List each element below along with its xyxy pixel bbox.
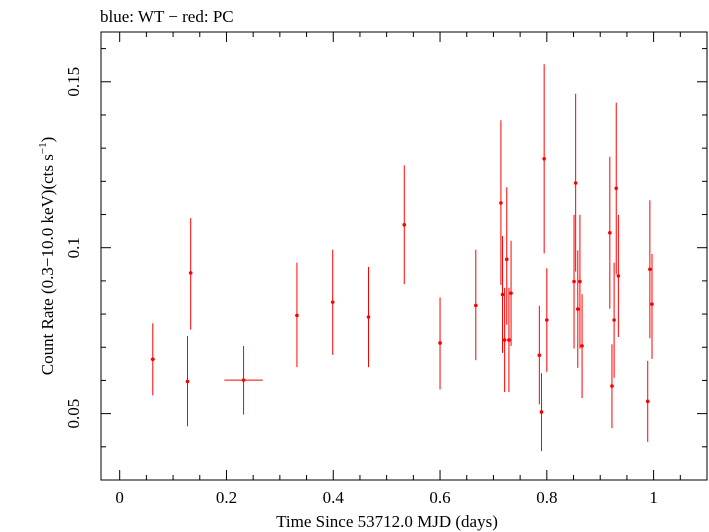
data-point: [504, 187, 509, 325]
point-marker: [150, 357, 155, 362]
point-marker: [580, 344, 584, 348]
data-point: [539, 373, 544, 452]
point-marker: [573, 181, 578, 185]
x-tick-label: 0.2: [216, 488, 237, 507]
data-point: [650, 254, 654, 359]
point-marker: [575, 307, 580, 311]
data-point: [608, 156, 612, 309]
data-point: [507, 287, 511, 393]
point-marker: [402, 223, 407, 227]
data-point: [545, 268, 549, 372]
point-marker: [185, 379, 190, 384]
x-tick-label: 0.8: [536, 488, 557, 507]
x-tick-label: 0.4: [323, 488, 345, 507]
point-marker: [612, 318, 616, 322]
data-point: [580, 294, 584, 399]
y-tick-label: 0.05: [64, 399, 83, 429]
point-marker: [645, 399, 650, 404]
point-marker: [572, 279, 576, 284]
point-marker: [537, 353, 542, 358]
point-marker: [438, 341, 442, 345]
data-point: [330, 249, 335, 355]
data-point: [474, 249, 478, 361]
x-axis-label: Time Since 53712.0 MJD (days): [276, 512, 498, 531]
data-point: [500, 236, 505, 353]
data-point: [537, 305, 542, 405]
point-marker: [330, 300, 335, 304]
point-marker: [241, 378, 246, 382]
data-point: [509, 240, 513, 346]
data-point: [499, 120, 503, 285]
x-tick-label: 0.6: [429, 488, 450, 507]
point-marker: [578, 279, 582, 284]
data-point: [188, 218, 193, 330]
data-point: [610, 344, 614, 429]
x-tick-label: 1: [649, 488, 658, 507]
chart-title: blue: WT − red: PC: [100, 7, 234, 26]
point-marker: [542, 156, 546, 161]
point-marker: [504, 257, 509, 262]
y-axis-label-main: Count Rate (0.3−10.0 keV)(cts s: [38, 154, 57, 375]
point-marker: [474, 303, 478, 308]
point-marker: [616, 274, 621, 278]
point-marker: [648, 267, 652, 272]
point-marker: [509, 291, 513, 295]
point-marker: [610, 384, 614, 388]
y-axis-label: Count Rate (0.3−10.0 keV)(cts s−1): [37, 137, 57, 376]
point-marker: [500, 292, 505, 297]
data-point: [612, 262, 616, 378]
point-marker: [295, 313, 299, 318]
data-point: [578, 214, 582, 349]
data-point: [542, 64, 546, 254]
data-point: [150, 323, 155, 396]
data-point: [616, 214, 621, 337]
point-marker: [499, 201, 503, 205]
data-point: [402, 165, 407, 285]
data-point: [573, 93, 578, 272]
y-tick-label: 0.15: [64, 67, 83, 97]
data-point: [572, 214, 576, 349]
data-point: [614, 102, 619, 275]
axis-ticks: [101, 32, 708, 481]
point-marker: [614, 186, 619, 191]
y-axis-label-superscript: −1: [37, 142, 49, 154]
point-marker: [545, 318, 549, 322]
data-point: [438, 297, 442, 390]
point-marker: [507, 338, 511, 342]
data-point: [502, 287, 507, 393]
point-marker: [539, 410, 544, 414]
data-point: [185, 335, 190, 427]
point-marker: [502, 338, 507, 342]
point-marker: [188, 271, 193, 275]
y-tick-label: 0.1: [64, 237, 83, 258]
y-axis-label-suffix: ): [38, 137, 57, 143]
x-tick-label: 0: [115, 488, 124, 507]
data-point: [366, 266, 371, 368]
data-point: [575, 250, 580, 368]
point-marker: [650, 302, 654, 306]
data-point: [224, 345, 263, 415]
point-marker: [366, 315, 371, 319]
data-points: [150, 64, 654, 452]
data-point: [645, 360, 650, 442]
axis-tick-labels: 0 0.2 0.4 0.6 0.8 1 0.05 0.1 0.15: [64, 67, 658, 507]
plot-frame: [100, 31, 708, 481]
point-marker: [608, 230, 612, 235]
data-point: [648, 200, 652, 339]
data-point: [295, 262, 299, 368]
